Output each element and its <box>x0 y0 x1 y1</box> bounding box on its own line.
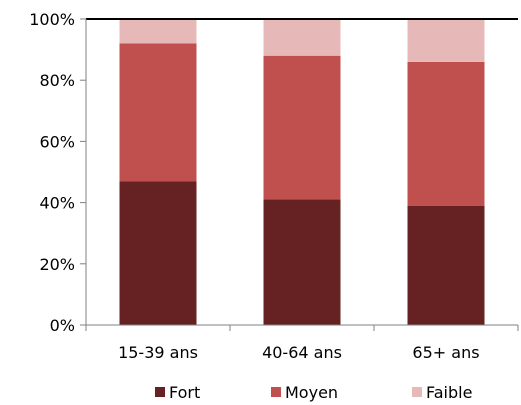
bar-fort-3 <box>407 205 485 325</box>
y-tick-label-80: 80% <box>39 71 75 90</box>
x-tick-label-2: 40-64 ans <box>262 343 342 362</box>
bars-layer <box>119 19 485 325</box>
legend-label-moyen: Moyen <box>285 383 338 402</box>
bar-faible-1 <box>119 19 197 44</box>
bar-fort-2 <box>263 199 341 325</box>
legend: Fort Moyen Faible <box>155 383 472 402</box>
legend-label-fort: Fort <box>169 383 200 402</box>
x-tick-label-3: 65+ ans <box>412 343 479 362</box>
x-tick-label-1: 15-39 ans <box>118 343 198 362</box>
bar-faible-3 <box>407 19 485 62</box>
bar-faible-2 <box>263 19 341 56</box>
bar-moyen-3 <box>407 61 485 206</box>
legend-swatch-moyen <box>271 387 281 397</box>
y-tick-label-20: 20% <box>39 255 75 274</box>
bar-moyen-1 <box>119 43 197 182</box>
legend-swatch-fort <box>155 387 165 397</box>
bar-moyen-2 <box>263 55 341 200</box>
legend-swatch-faible <box>412 387 422 397</box>
legend-label-faible: Faible <box>426 383 472 402</box>
bar-fort-1 <box>119 181 197 325</box>
y-tick-label-60: 60% <box>39 132 75 151</box>
axes-layer: 0% 20% 40% 60% 80% 100% 15-39 ans 40-64 ans 65+ … <box>29 10 519 362</box>
y-tick-label-40: 40% <box>39 194 75 213</box>
y-tick-label-0: 0% <box>50 316 75 335</box>
y-tick-label-100: 100% <box>29 10 75 29</box>
